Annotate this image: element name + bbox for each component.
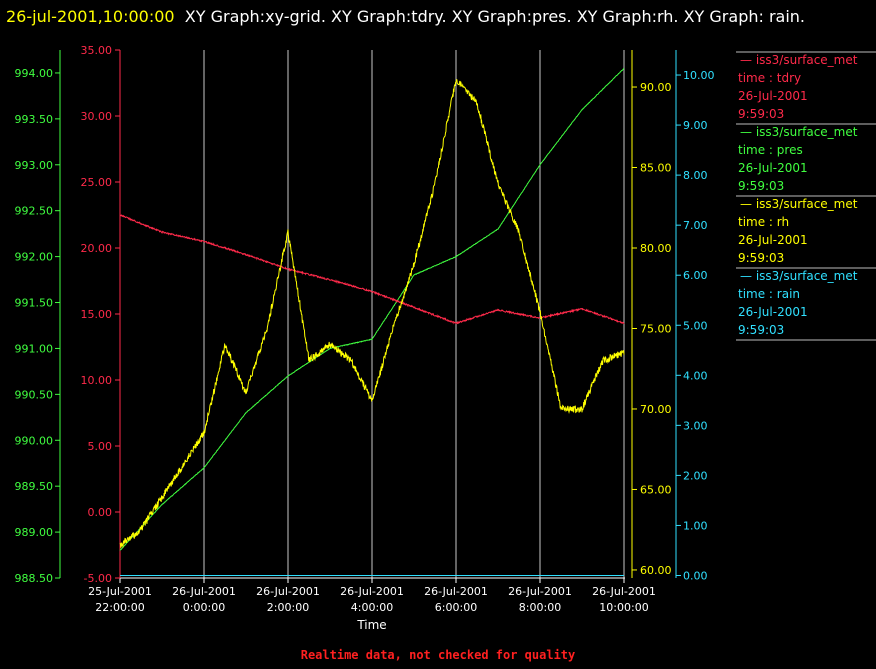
x-tick-label-time: 2:00:00 bbox=[267, 601, 309, 614]
y-tick-label-pres: 993.00 bbox=[15, 159, 54, 172]
y-tick-label-rain: 10.00 bbox=[683, 69, 715, 82]
series-line-rh bbox=[119, 79, 625, 549]
x-tick-label-time: 10:00:00 bbox=[599, 601, 648, 614]
legend-date: 26-Jul-2001 bbox=[738, 233, 808, 247]
x-axis-label: Time bbox=[356, 618, 386, 632]
x-tick-label-date: 26-Jul-2001 bbox=[340, 585, 404, 598]
footer-note: Realtime data, not checked for quality bbox=[300, 648, 576, 662]
legend-date: 26-Jul-2001 bbox=[738, 305, 808, 319]
y-tick-label-tdry: 30.00 bbox=[81, 110, 113, 123]
y-tick-label-rh: 75.00 bbox=[640, 322, 672, 335]
y-tick-label-rain: 6.00 bbox=[683, 269, 708, 282]
y-tick-label-rain: 0.00 bbox=[683, 569, 708, 582]
legend-field: time : rh bbox=[738, 215, 789, 229]
y-tick-label-rh: 70.00 bbox=[640, 403, 672, 416]
legend-time: 9:59:03 bbox=[738, 107, 784, 121]
y-tick-label-pres: 990.50 bbox=[15, 388, 54, 401]
legend-series-name: — iss3/surface_met bbox=[740, 197, 858, 211]
legend-series-name: — iss3/surface_met bbox=[740, 53, 858, 67]
y-tick-label-tdry: 0.00 bbox=[88, 506, 113, 519]
legend-series-name: — iss3/surface_met bbox=[740, 125, 858, 139]
y-tick-label-rain: 3.00 bbox=[683, 419, 708, 432]
legend-date: 26-Jul-2001 bbox=[738, 89, 808, 103]
legend-time: 9:59:03 bbox=[738, 179, 784, 193]
y-tick-label-rain: 5.00 bbox=[683, 319, 708, 332]
x-tick-label-time: 6:00:00 bbox=[435, 601, 477, 614]
y-tick-label-rain: 9.00 bbox=[683, 119, 708, 132]
y-tick-label-tdry: 25.00 bbox=[81, 176, 113, 189]
series-line-tdry bbox=[119, 214, 625, 325]
legend-field: time : tdry bbox=[738, 71, 801, 85]
x-tick-label-time: 0:00:00 bbox=[183, 601, 225, 614]
y-tick-label-rain: 1.00 bbox=[683, 519, 708, 532]
y-tick-label-pres: 991.50 bbox=[15, 297, 54, 310]
y-tick-label-tdry: 5.00 bbox=[88, 440, 113, 453]
header-text: XY Graph:xy-grid. XY Graph:tdry. XY Grap… bbox=[184, 7, 806, 26]
y-tick-label-pres: 994.00 bbox=[15, 67, 54, 80]
y-tick-label-pres: 992.50 bbox=[15, 205, 54, 218]
header-timestamp: 26-jul-2001,10:00:00 bbox=[6, 7, 175, 26]
x-tick-label-date: 26-Jul-2001 bbox=[592, 585, 656, 598]
y-tick-label-pres: 989.00 bbox=[15, 526, 54, 539]
x-tick-label-time: 4:00:00 bbox=[351, 601, 393, 614]
y-tick-label-rh: 65.00 bbox=[640, 483, 672, 496]
y-tick-label-rh: 85.00 bbox=[640, 162, 672, 175]
y-tick-label-pres: 988.50 bbox=[15, 572, 54, 585]
y-tick-label-pres: 991.00 bbox=[15, 342, 54, 355]
legend-field: time : pres bbox=[738, 143, 803, 157]
y-tick-label-tdry: 20.00 bbox=[81, 242, 113, 255]
y-tick-label-pres: 990.00 bbox=[15, 434, 54, 447]
legend-time: 9:59:03 bbox=[738, 323, 784, 337]
y-tick-label-rain: 2.00 bbox=[683, 469, 708, 482]
y-tick-label-rh: 80.00 bbox=[640, 242, 672, 255]
y-tick-label-rh: 60.00 bbox=[640, 564, 672, 577]
y-tick-label-pres: 993.50 bbox=[15, 113, 54, 126]
x-tick-label-date: 25-Jul-2001 bbox=[88, 585, 152, 598]
series-line-pres bbox=[119, 67, 625, 551]
legend-field: time : rain bbox=[738, 287, 800, 301]
header: 26-jul-2001,10:00:00 XY Graph:xy-grid. X… bbox=[6, 2, 866, 32]
legend-date: 26-Jul-2001 bbox=[738, 161, 808, 175]
y-tick-label-pres: 992.00 bbox=[15, 251, 54, 264]
y-tick-label-tdry: 15.00 bbox=[81, 308, 113, 321]
y-tick-label-rain: 4.00 bbox=[683, 369, 708, 382]
x-tick-label-date: 26-Jul-2001 bbox=[256, 585, 320, 598]
legend-time: 9:59:03 bbox=[738, 251, 784, 265]
x-tick-label-date: 26-Jul-2001 bbox=[508, 585, 572, 598]
y-tick-label-tdry: 35.00 bbox=[81, 44, 113, 57]
y-tick-label-tdry: -5.00 bbox=[84, 572, 112, 585]
x-tick-label-time: 22:00:00 bbox=[95, 601, 144, 614]
y-tick-label-pres: 989.50 bbox=[15, 480, 54, 493]
y-tick-label-rain: 8.00 bbox=[683, 169, 708, 182]
y-tick-label-rain: 7.00 bbox=[683, 219, 708, 232]
x-tick-label-time: 8:00:00 bbox=[519, 601, 561, 614]
y-tick-label-tdry: 10.00 bbox=[81, 374, 113, 387]
legend-series-name: — iss3/surface_met bbox=[740, 269, 858, 283]
x-tick-label-date: 26-Jul-2001 bbox=[172, 585, 236, 598]
y-tick-label-rh: 90.00 bbox=[640, 81, 672, 94]
x-tick-label-date: 26-Jul-2001 bbox=[424, 585, 488, 598]
